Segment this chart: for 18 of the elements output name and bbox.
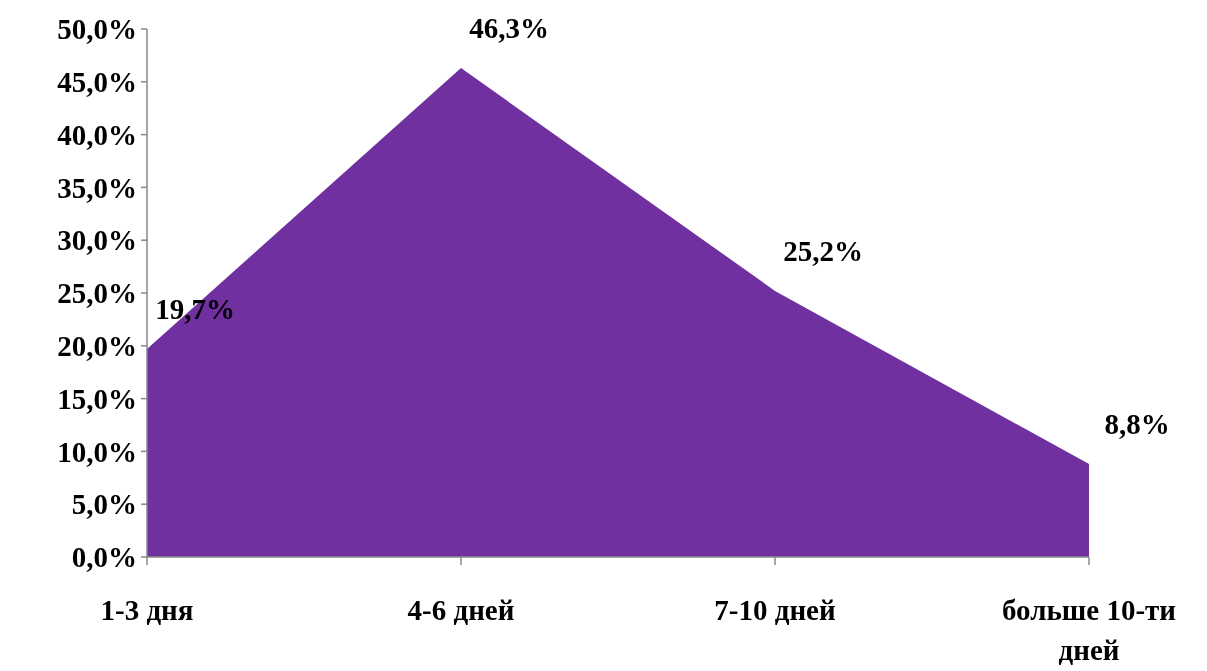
y-tick-label: 20,0% — [57, 329, 137, 362]
data-label: 46,3% — [469, 12, 549, 45]
y-tick-label: 25,0% — [57, 277, 137, 310]
y-tick-label: 0,0% — [71, 541, 137, 574]
y-tick-label: 15,0% — [57, 382, 137, 415]
y-tick-label: 40,0% — [57, 118, 137, 151]
x-tick-label: больше 10-ти дней — [1001, 594, 1177, 666]
data-label: 25,2% — [783, 234, 863, 267]
y-tick-label: 45,0% — [57, 65, 137, 98]
y-tick-label: 5,0% — [71, 488, 137, 521]
y-tick-label: 50,0% — [57, 13, 137, 46]
x-tick-label: 7-10 дней — [714, 594, 836, 626]
data-label: 8,8% — [1104, 408, 1170, 441]
y-tick-label: 10,0% — [57, 435, 137, 468]
x-tick-label: 1-3 дня — [100, 594, 194, 626]
y-tick-label: 35,0% — [57, 171, 137, 204]
y-tick-label: 30,0% — [57, 224, 137, 257]
x-tick-label: 4-6 дней — [407, 594, 515, 626]
